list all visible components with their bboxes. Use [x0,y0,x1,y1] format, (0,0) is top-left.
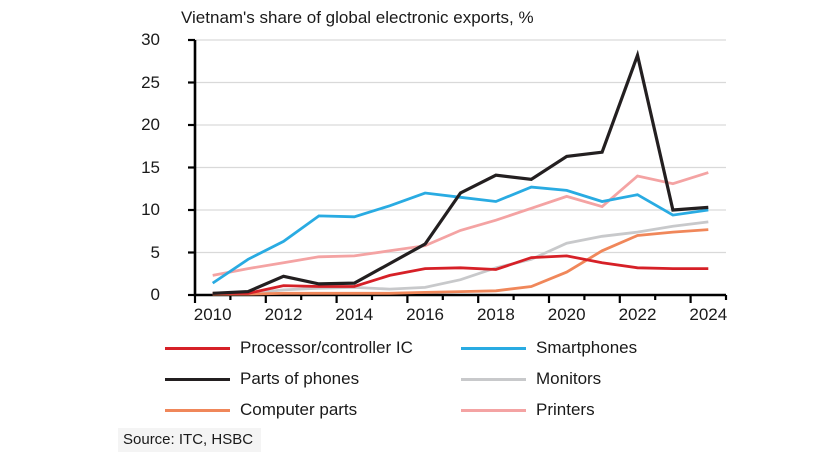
legend-label-monitors: Monitors [536,369,602,388]
x-tick-label-2018: 2018 [476,305,515,324]
y-tick-label-30: 30 [141,30,160,49]
x-tick-label-2010: 2010 [193,305,232,324]
legend-swatch-computer-parts [165,408,230,412]
y-tick-label-5: 5 [150,242,160,262]
legend-item-parts-of-phones: Parts of phones [165,368,461,390]
y-tick-label-25: 25 [141,72,160,92]
legend-swatch-smartphones [461,346,526,350]
x-tick-label-2020: 2020 [547,305,586,324]
series-line-computer-parts [212,228,709,296]
legend-item-processor-controller-ic: Processor/controller IC [165,337,461,359]
source-text: Source: ITC, HSBC [118,428,262,452]
y-tick-label-0: 0 [150,285,160,304]
x-tick-label-2014: 2014 [335,305,374,324]
x-tick-label-2024: 2024 [689,305,728,324]
legend-label-smartphones: Smartphones [536,338,638,357]
y-tick-label-20: 20 [141,115,160,134]
legend-swatch-processor-controller-ic [165,346,230,350]
legend-swatch-monitors [461,377,526,381]
series-line-monitors [212,220,709,296]
legend: Processor/controller IC Smartphones Parts … [165,337,637,421]
legend-item-smartphones: Smartphones [461,337,637,359]
series-line-smartphones [211,185,709,285]
x-tick-label-2016: 2016 [406,305,444,324]
legend-swatch-parts-of-phones [165,377,230,381]
series-line-parts-of-phones [212,49,709,295]
legend-item-computer-parts: Computer parts [165,399,461,421]
legend-swatch-printers [461,408,526,412]
legend-label-processor-controller-ic: Processor/controller IC [240,338,413,357]
y-tick-label-10: 10 [141,200,160,219]
legend-label-computer-parts: Computer parts [240,400,358,419]
series-line-processor-controller-ic [212,254,709,295]
chart-title: Vietnam's share of global electronic exp… [181,8,534,27]
y-tick-label-15: 15 [141,157,160,177]
legend-item-monitors: Monitors [461,368,637,390]
legend-label-parts-of-phones: Parts of phones [240,369,360,388]
legend-item-printers: Printers [461,399,637,421]
legend-label-printers: Printers [536,400,595,419]
x-tick-label-2022: 2022 [618,305,657,324]
x-tick-label-2012: 2012 [264,305,303,324]
series-line-printers [212,171,709,277]
